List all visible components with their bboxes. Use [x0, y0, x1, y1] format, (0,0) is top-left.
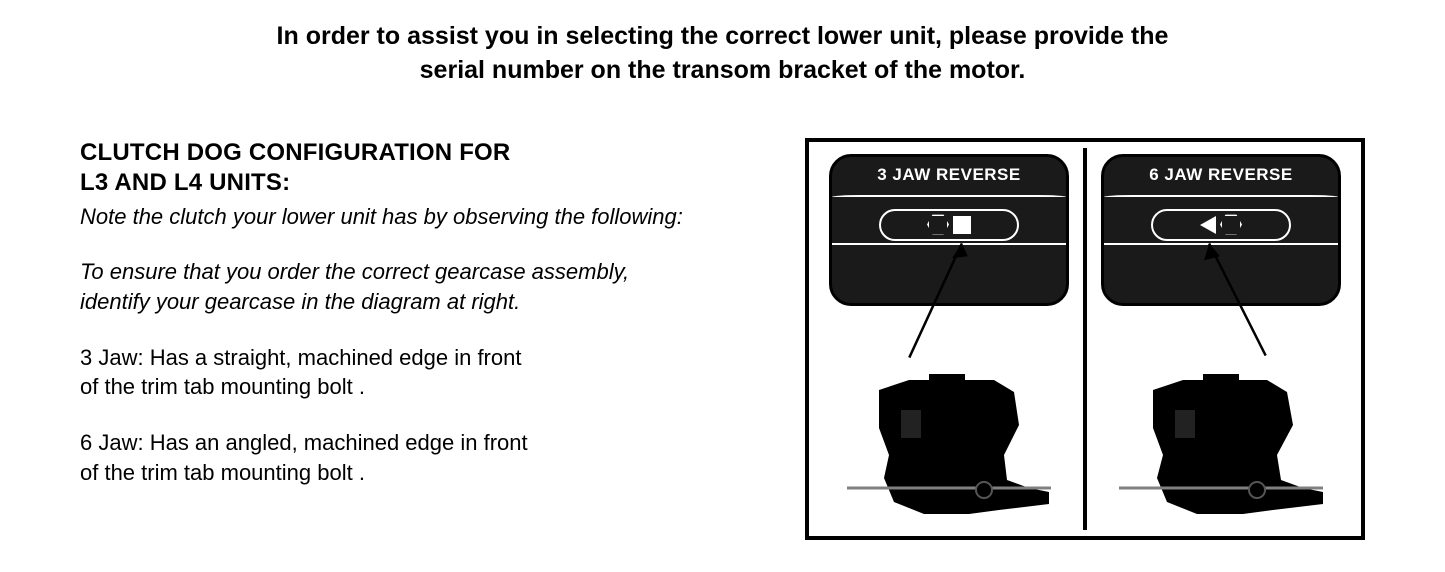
plate-contour-line	[832, 195, 1066, 197]
ensure-text: To ensure that you order the correct gea…	[80, 257, 765, 316]
jaw3-description: 3 Jaw: Has a straight, machined edge in …	[80, 343, 765, 402]
diagram-split: 3 JAW REVERSE	[815, 148, 1355, 530]
plate-label-6jaw: 6 JAW REVERSE	[1104, 165, 1338, 185]
diagram-column: 3 JAW REVERSE	[805, 138, 1365, 540]
gearcase-6jaw-icon	[1111, 370, 1331, 530]
plate-6jaw: 6 JAW REVERSE	[1101, 154, 1341, 306]
header-line-1: In order to assist you in selecting the …	[80, 20, 1365, 54]
gearcase-3jaw-icon	[839, 370, 1059, 530]
note-text: Note the clutch your lower unit has by o…	[80, 202, 765, 232]
diagram-frame: 3 JAW REVERSE	[805, 138, 1365, 540]
jaw6-line-1: 6 Jaw: Has an angled, machined edge in f…	[80, 428, 765, 458]
bolt-ring-icon	[879, 209, 1019, 241]
jaw6-line-2: of the trim tab mounting bolt .	[80, 458, 765, 488]
jaw3-line-2: of the trim tab mounting bolt .	[80, 372, 765, 402]
section-title-line-1: CLUTCH DOG CONFIGURATION FOR	[80, 138, 765, 168]
plate-label-3jaw: 3 JAW REVERSE	[832, 165, 1066, 185]
plate-3jaw: 3 JAW REVERSE	[829, 154, 1069, 306]
bolt-area-6jaw	[1141, 205, 1301, 245]
page-header: In order to assist you in selecting the …	[80, 20, 1365, 88]
diagram-3jaw: 3 JAW REVERSE	[815, 148, 1083, 530]
text-column: CLUTCH DOG CONFIGURATION FOR L3 AND L4 U…	[80, 138, 765, 540]
jaw3-line-1: 3 Jaw: Has a straight, machined edge in …	[80, 343, 765, 373]
section-title: CLUTCH DOG CONFIGURATION FOR L3 AND L4 U…	[80, 138, 765, 198]
header-line-2: serial number on the transom bracket of …	[80, 54, 1365, 88]
section-title-line-2: L3 AND L4 UNITS:	[80, 168, 765, 198]
diagram-6jaw: 6 JAW REVERSE	[1087, 148, 1355, 530]
bolt-area-3jaw	[869, 205, 1029, 245]
plate-contour-line	[1104, 195, 1338, 197]
jaw6-description: 6 Jaw: Has an angled, machined edge in f…	[80, 428, 765, 487]
content-row: CLUTCH DOG CONFIGURATION FOR L3 AND L4 U…	[80, 138, 1365, 540]
ensure-line-2: identify your gearcase in the diagram at…	[80, 287, 765, 317]
ensure-line-1: To ensure that you order the correct gea…	[80, 257, 765, 287]
